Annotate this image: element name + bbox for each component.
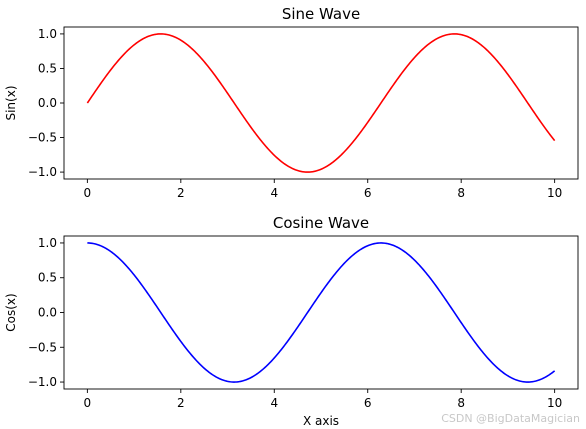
chart-2-x-tick-label: 0: [84, 396, 92, 410]
chart-1-x-tick-label: 8: [457, 186, 465, 200]
chart-1-series-line: [86, 33, 556, 173]
chart-1-y-tick-label: −0.5: [28, 131, 57, 145]
chart-1-x-tick-label: 6: [364, 186, 372, 200]
chart-2-x-tick-label: 6: [364, 396, 372, 410]
chart-2-title: Cosine Wave: [273, 214, 369, 232]
chart-2-y-tick-label: −1.0: [28, 375, 57, 389]
chart-1-x-tick-label: 2: [177, 186, 185, 200]
watermark: CSDN @BigDataMagician: [441, 412, 580, 425]
chart-2-x-axis-label: X axis: [303, 414, 339, 428]
chart-1-y-tick-label: 1.0: [38, 27, 57, 41]
chart-1-x-tick-label: 0: [84, 186, 92, 200]
chart-1-x-tick-label: 4: [270, 186, 278, 200]
chart-2-x-tick-label: 2: [177, 396, 185, 410]
chart-2-y-tick-label: 0.0: [38, 306, 57, 320]
chart-1-x-tick-label: 10: [547, 186, 562, 200]
chart-1-plot-frame: [63, 26, 579, 180]
chart-2-x-tick-label: 4: [270, 396, 278, 410]
chart-2-y-tick-label: 0.5: [38, 271, 57, 285]
chart-2-y-tick-label: −0.5: [28, 340, 57, 354]
chart-1-y-tick-label: −1.0: [28, 165, 57, 179]
chart-2-plot-frame: [63, 235, 579, 390]
chart-1-y-axis-label: Sin(x): [4, 85, 18, 120]
chart-2-y-tick-label: 1.0: [38, 236, 57, 250]
chart-1-y-tick-label: 0.5: [38, 61, 57, 75]
chart-2-x-tick-label: 8: [457, 396, 465, 410]
chart-2-x-tick-label: 10: [547, 396, 562, 410]
chart-2-series-line: [87, 242, 556, 383]
chart-2-y-axis-label: Cos(x): [4, 293, 18, 331]
chart-1-title: Sine Wave: [282, 5, 360, 23]
chart-1-y-tick-label: 0.0: [38, 96, 57, 110]
